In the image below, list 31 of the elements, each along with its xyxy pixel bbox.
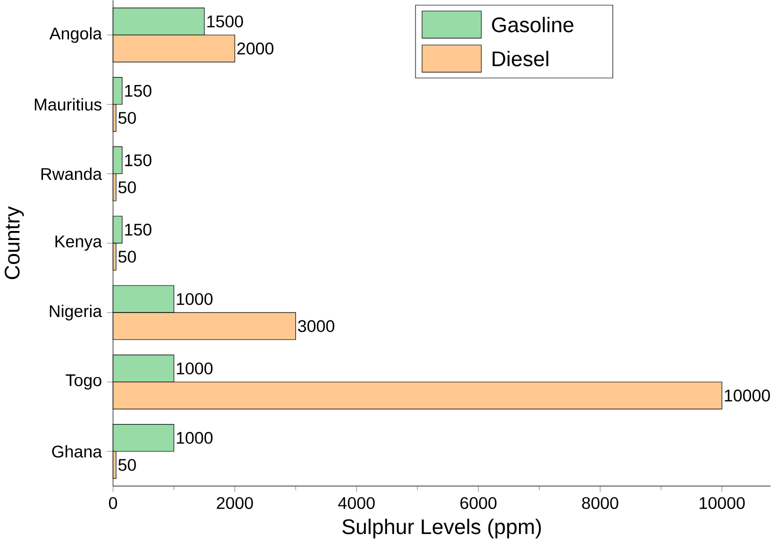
data-label: 150 (125, 84, 152, 97)
y-tick-label: Angola (49, 27, 102, 43)
data-label: 1000 (176, 293, 213, 305)
y-tick-label: Rwanda (41, 168, 102, 180)
x-tick-label: 6000 (460, 497, 496, 509)
y-tick-label: Ghana (52, 445, 102, 458)
x-tick-label: 10000 (700, 497, 745, 509)
data-label: 10000 (724, 390, 770, 402)
x-axis-title: Sulphur Levels (ppm) (342, 518, 541, 538)
legend-label: Diesel (492, 50, 548, 66)
x-tick-label: 8000 (582, 497, 618, 509)
data-label: 3000 (298, 320, 334, 332)
data-label: 1000 (176, 432, 213, 444)
x-tick-label: 0 (108, 497, 118, 509)
data-label: 50 (118, 112, 136, 124)
x-tick-label: 4000 (338, 497, 375, 509)
data-label: 2000 (237, 42, 274, 54)
y-axis-title: Country (4, 206, 24, 280)
x-tick-label: 2000 (216, 497, 253, 509)
y-tick-label: Kenya (56, 236, 102, 251)
y-tick-label: Mauritius (34, 98, 102, 111)
y-tick-label: Nigeria (50, 304, 102, 320)
data-label: 50 (118, 181, 136, 194)
y-tick-label: Togo (66, 374, 102, 390)
data-label: 150 (125, 224, 152, 236)
legend-label: Gasoline (492, 16, 574, 32)
data-label: 50 (118, 250, 136, 263)
data-label: 150 (125, 154, 152, 166)
data-label: 1000 (176, 362, 213, 374)
data-label: 1500 (207, 15, 243, 28)
data-label: 50 (118, 458, 136, 471)
